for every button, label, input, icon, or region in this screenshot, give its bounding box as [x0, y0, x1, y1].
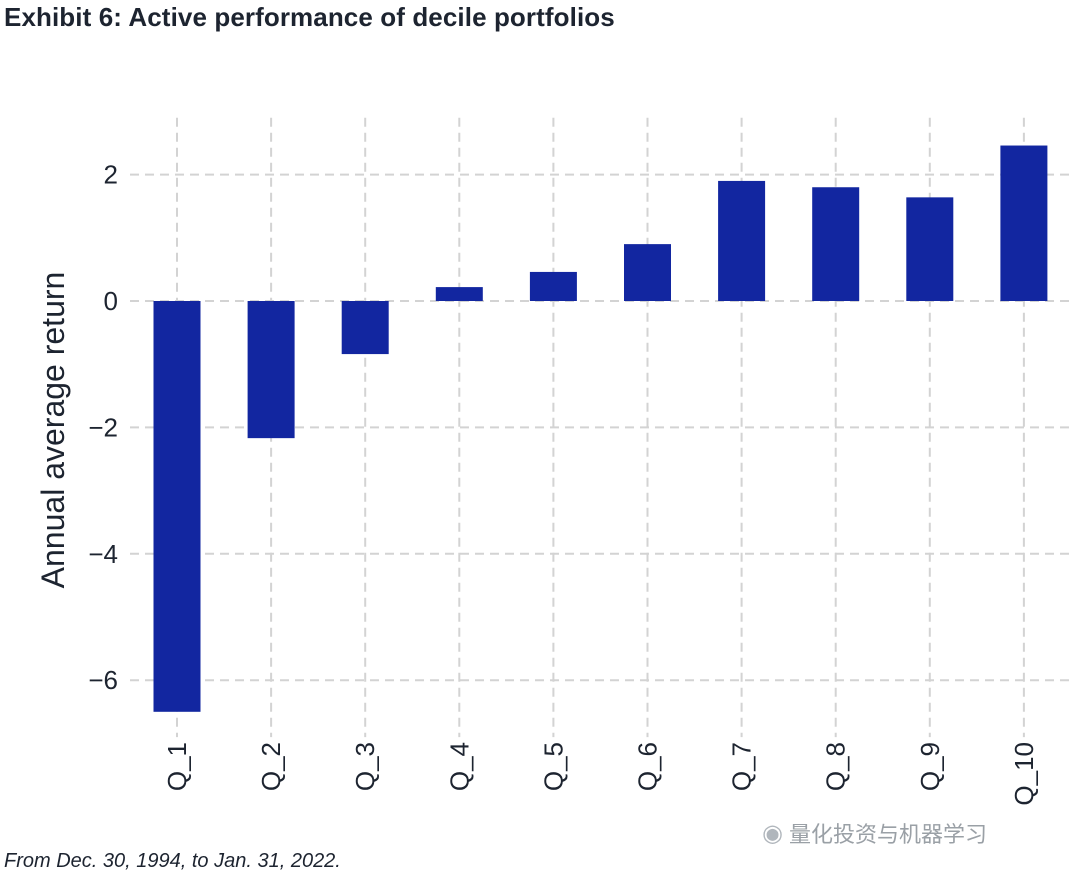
bar-q8 [812, 187, 860, 301]
bar-q2 [247, 301, 295, 439]
x-tick-label: Q_4 [444, 742, 474, 791]
y-tick-label: −4 [88, 539, 118, 569]
bar-q7 [718, 180, 766, 301]
x-tick-label: Q_6 [633, 742, 663, 791]
bar-q5 [529, 271, 577, 301]
x-tick-label: Q_1 [162, 742, 192, 791]
bar-q3 [341, 301, 389, 355]
y-tick-label: −2 [88, 412, 118, 442]
watermark-text: 量化投资与机器学习 [788, 822, 987, 847]
x-tick-label: Q_7 [727, 742, 757, 791]
y-tick-label: 2 [104, 160, 118, 190]
chart-title: Exhibit 6: Active performance of decile … [4, 2, 615, 32]
x-tick-label: Q_5 [538, 742, 568, 791]
wechat-icon: ◉ [762, 819, 783, 847]
y-tick-label: −6 [88, 665, 118, 695]
x-tick-label: Q_2 [256, 742, 286, 791]
footnote: From Dec. 30, 1994, to Jan. 31, 2022. [4, 850, 341, 872]
bar-q1 [153, 301, 201, 712]
bar-q10 [1000, 145, 1048, 301]
watermark: ◉ 量化投资与机器学习 [762, 817, 987, 849]
x-tick-labels: Q_1 Q_2 Q_3 Q_4 Q_5 Q_6 Q_7 Q_8 Q_9 Q_10 [162, 742, 1039, 806]
y-axis-label: Annual average return [35, 272, 71, 589]
y-tick-label: 0 [104, 286, 118, 316]
x-tick-label: Q_10 [1009, 742, 1039, 806]
bar-q4 [435, 287, 483, 301]
x-tick-label: Q_8 [821, 742, 851, 791]
y-tick-labels: 2 0 −2 −4 −6 [88, 160, 118, 696]
bar-q9 [906, 197, 954, 301]
x-tick-label: Q_3 [350, 742, 380, 791]
x-tick-label: Q_9 [915, 742, 945, 791]
bar-q6 [624, 244, 671, 301]
bars-group [153, 145, 1048, 712]
